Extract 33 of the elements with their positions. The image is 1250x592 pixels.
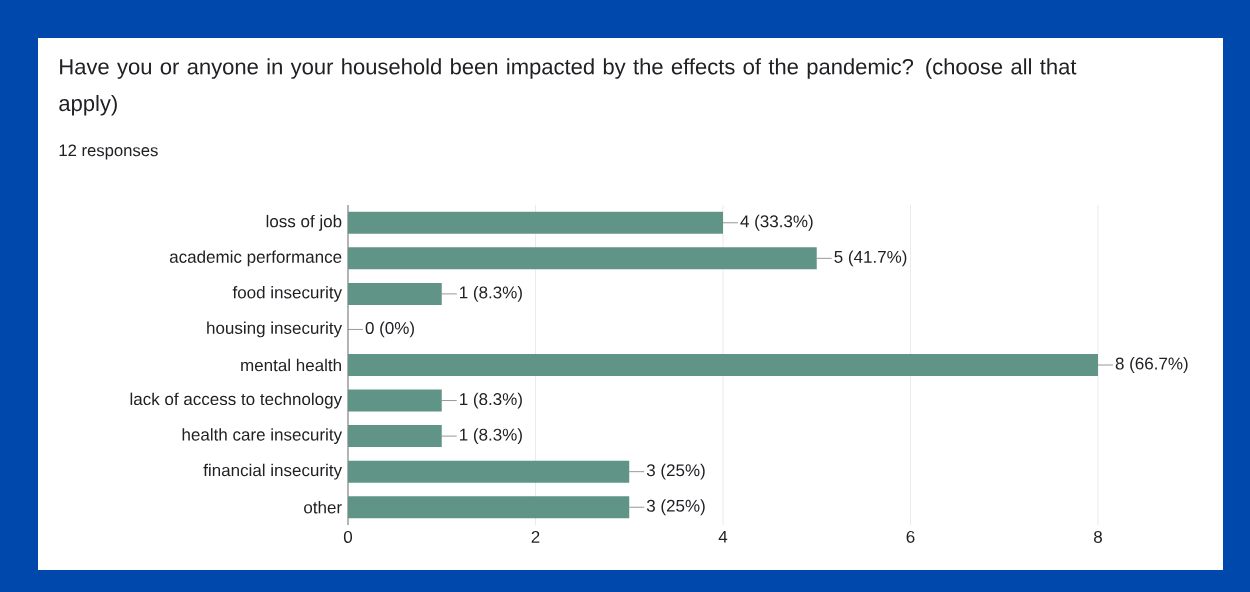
x-tick-label: 2	[531, 530, 540, 543]
data-label: 3 (25%)	[646, 499, 705, 516]
data-label: 3 (25%)	[646, 463, 705, 480]
bar	[347, 460, 630, 483]
y-tick-label: housing insecurity	[207, 321, 343, 338]
y-tick-label: mental health	[241, 358, 341, 372]
data-label: 4 (33.3%)	[740, 214, 813, 231]
y-tick-label: health care insecurity	[182, 428, 343, 445]
data-label: 1 (8.3%)	[460, 428, 522, 445]
y-tick-label: financial insecurity	[203, 463, 343, 480]
y-tick-label: loss of job	[266, 214, 342, 231]
text: 12 responses	[59, 144, 158, 160]
data-label: 8 (66.7%)	[1115, 357, 1188, 373]
bar	[347, 247, 817, 270]
y-tick-label: food insecurity	[232, 285, 343, 302]
data-label: 0 (0%)	[365, 321, 414, 338]
bar	[347, 389, 442, 412]
bar	[347, 211, 723, 234]
bar	[347, 282, 442, 305]
x-tick-label: 6	[906, 530, 915, 543]
x-tick-label: 4	[718, 530, 728, 543]
chart-title: Have you or anyone in your household been impacted by the effects of the pandemic? (choose all that apply)	[59, 58, 1077, 116]
y-tick-label: academic performance	[169, 250, 342, 267]
y-tick-label: lack of access to technology	[130, 392, 343, 409]
bar	[347, 354, 1098, 376]
bar	[347, 425, 442, 448]
data-label: 5 (41.7%)	[834, 250, 907, 267]
data-label: 1 (8.3%)	[460, 285, 522, 302]
x-tick-label: 8	[1094, 530, 1102, 543]
x-tick-label: 0	[343, 530, 353, 543]
y-tick-label: other	[304, 500, 342, 514]
data-label: 1 (8.3%)	[460, 392, 522, 409]
bar	[347, 496, 630, 519]
